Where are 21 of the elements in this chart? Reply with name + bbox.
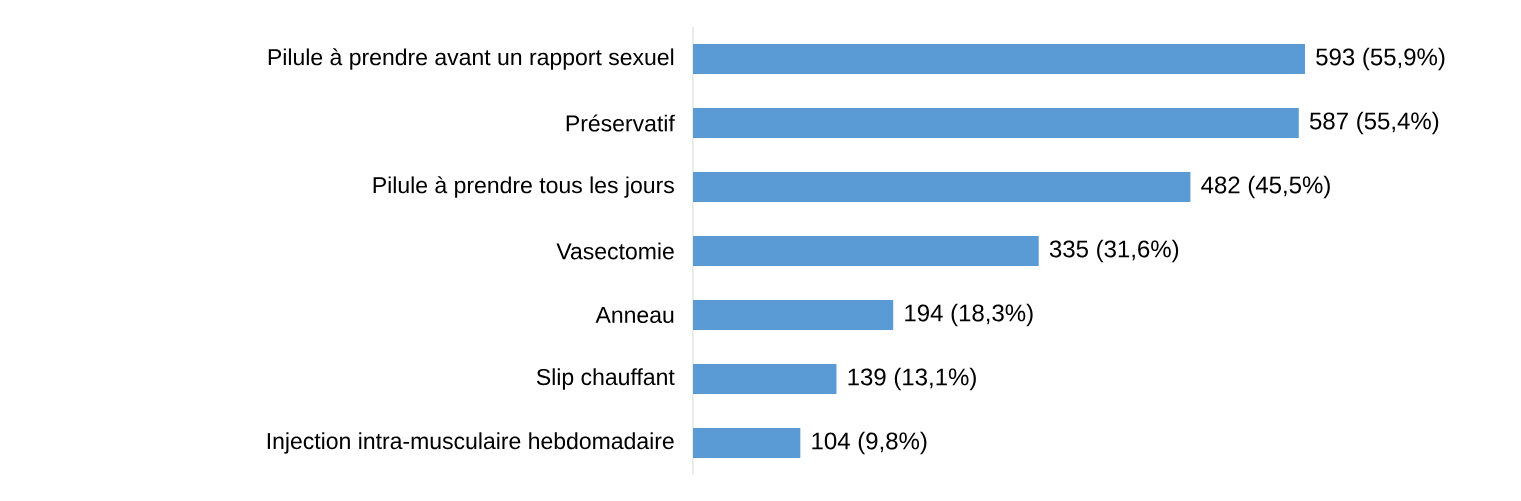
y-tick-label: Pilule à prendre avant un rapport sexuel [268,48,674,70]
y-tick-label: Pilule à prendre tous les jours [373,176,674,198]
data-label: 482 (45,5%) [1201,175,1330,199]
y-tick-label: Préservatif [566,114,675,132]
data-label: 194 (18,3%) [905,303,1033,327]
data-label: 335 (31,6%) [1049,239,1179,263]
bar [693,108,1299,138]
y-tick-label: Anneau [595,306,674,324]
bar [693,236,1039,266]
data-label: 139 (13,1%) [848,367,976,391]
y-tick-label: Injection intra-musculaire hebdomadaire [267,432,674,454]
bar [693,428,801,458]
data-label: 587 (55,4%) [1309,111,1439,135]
bar [693,364,837,394]
y-tick-label: Vasectomie [556,242,674,260]
y-tick-label: Slip chauffant [536,368,675,390]
bar [693,44,1305,74]
data-label: 104 (9,8%) [812,431,927,455]
bar [693,300,894,330]
bar [693,172,1191,202]
data-label: 593 (55,9%) [1316,47,1445,71]
